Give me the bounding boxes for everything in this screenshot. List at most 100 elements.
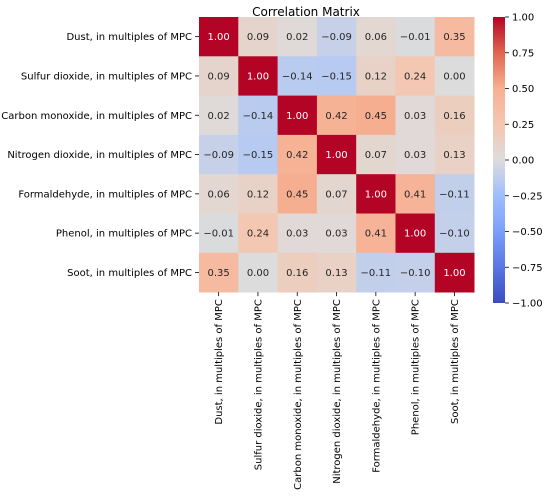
cell-value-label: 0.06 — [365, 32, 387, 43]
heatmap-cell — [356, 134, 396, 175]
heatmap-cell — [238, 56, 278, 96]
cell-value-label: −0.15 — [243, 150, 274, 161]
cell-value-label: 0.35 — [443, 32, 465, 43]
cell-value-label: 0.07 — [325, 189, 347, 200]
cell-value-label: 1.00 — [443, 268, 465, 279]
cell-value-label: 0.16 — [286, 268, 308, 279]
colorbar: 1.00 0.75 0.50 0.25 0.00 −0.25 −0.50 −0.75 −1.00 — [493, 13, 543, 310]
cell-value-label: 0.03 — [404, 150, 426, 161]
heatmap-cell — [199, 213, 239, 254]
heatmap-cell — [316, 17, 357, 57]
colorbar-tick-label: −0.75 — [512, 263, 543, 274]
cell-value-label: −0.14 — [243, 111, 274, 122]
heatmap-cell — [238, 174, 278, 214]
heatmap-cell — [434, 56, 475, 96]
heatmap-cell — [277, 134, 318, 175]
cell-value-label: 0.12 — [365, 71, 387, 82]
heatmap-cell — [199, 134, 239, 175]
cell-value-label: 0.03 — [404, 111, 426, 122]
heatmap-cell — [277, 252, 318, 293]
colorbar-tick-label: 0.50 — [512, 84, 534, 95]
colorbar-gradient — [493, 17, 505, 303]
cell-value-label: 1.00 — [247, 71, 269, 82]
heatmap-cell — [356, 252, 396, 293]
cell-value-label: −0.10 — [439, 229, 470, 240]
cell-value-label: 0.42 — [286, 150, 308, 161]
heatmap-cell — [199, 95, 239, 136]
heatmap-cell — [277, 95, 318, 136]
heatmap-cell — [238, 252, 278, 293]
y-tick-label: Phenol, in multiples of MPC — [56, 229, 192, 240]
colorbar-tick-label: −0.50 — [512, 227, 543, 238]
heatmap-cell — [434, 213, 475, 254]
heatmap-cell — [356, 213, 396, 254]
heatmap-cell — [434, 17, 475, 57]
cell-value-label: 0.09 — [208, 71, 230, 82]
heatmap-cell — [395, 56, 436, 96]
heatmap-cell — [395, 95, 436, 136]
cell-value-label: 0.02 — [286, 32, 308, 43]
heatmap-cell — [277, 174, 318, 214]
heatmap-cell — [277, 56, 318, 96]
heatmap-cell — [199, 174, 239, 214]
heatmap-cell — [356, 17, 396, 57]
colorbar-ticks: 1.00 0.75 0.50 0.25 0.00 −0.25 −0.50 −0.75 −1.00 — [505, 13, 543, 310]
colorbar-tick-label: 0.00 — [512, 156, 534, 167]
x-tick-label: Nitrogen dioxide, in multiples of MPC — [332, 299, 343, 484]
cell-value-label: −0.09 — [321, 32, 352, 43]
cell-value-label: 0.41 — [365, 229, 387, 240]
heatmap-cell — [395, 213, 436, 254]
cell-value-label: −0.11 — [439, 189, 470, 200]
heatmap-cell — [238, 213, 278, 254]
heatmap-cell — [434, 95, 475, 136]
cell-value-label: −0.01 — [400, 32, 431, 43]
x-tick-label: Phenol, in multiples of MPC — [411, 299, 422, 435]
cell-value-label: 1.00 — [404, 229, 426, 240]
y-tick-label: Soot, in multiples of MPC — [67, 268, 192, 279]
cell-value-label: −0.01 — [203, 229, 234, 240]
x-tick-label: Formaldehyde, in multiples of MPC — [371, 299, 382, 473]
heatmap-cell — [395, 252, 436, 293]
x-tick-label: Carbon monoxide, in multiples of MPC — [293, 299, 304, 490]
cell-value-label: 0.41 — [404, 189, 426, 200]
cell-value-label: 0.07 — [365, 150, 387, 161]
y-tick-label: Sulfur dioxide, in multiples of MPC — [21, 71, 192, 82]
heatmap-cell — [199, 17, 239, 57]
cell-value-label: 0.03 — [325, 229, 347, 240]
cell-value-label: 1.00 — [325, 150, 347, 161]
chart-title: Correlation Matrix — [252, 5, 360, 19]
heatmap-cell — [316, 174, 357, 214]
heatmap-cell — [434, 174, 475, 214]
heatmap-cell — [316, 134, 357, 175]
cell-value-label: 0.45 — [365, 111, 387, 122]
heatmap-cell — [199, 56, 239, 96]
heatmap-cell — [238, 17, 278, 57]
x-axis-labels: Dust, in multiples of MPC Sulfur dioxide,… — [214, 292, 461, 490]
heatmap-cell — [316, 213, 357, 254]
cell-value-label: 0.06 — [208, 189, 230, 200]
heatmap-cell — [356, 174, 396, 214]
cell-value-label: 0.35 — [208, 268, 230, 279]
heatmap-cell — [316, 252, 357, 293]
cell-value-label: 0.45 — [286, 189, 308, 200]
cell-value-label: −0.09 — [203, 150, 234, 161]
colorbar-tick-label: −1.00 — [512, 299, 543, 310]
colorbar-tick-label: 0.25 — [512, 120, 534, 131]
heatmap-cell — [238, 134, 278, 175]
cell-value-label: 1.00 — [365, 189, 387, 200]
heatmap-cell — [395, 134, 436, 175]
x-tick-label: Soot, in multiples of MPC — [450, 299, 461, 424]
y-tick-label: Formaldehyde, in multiples of MPC — [18, 189, 192, 200]
heatmap-cell — [356, 95, 396, 136]
heatmap-cell — [316, 56, 357, 96]
cell-value-label: 0.09 — [247, 32, 269, 43]
heatmap-cell — [434, 252, 475, 293]
heatmap-cell — [277, 17, 318, 57]
heatmap-cell — [395, 174, 436, 214]
cell-value-label: −0.14 — [282, 71, 313, 82]
y-tick-label: Dust, in multiples of MPC — [66, 32, 192, 43]
y-tick-label: Nitrogen dioxide, in multiples of MPC — [7, 150, 192, 161]
cell-value-label: 0.03 — [286, 229, 308, 240]
heatmap-cell — [316, 95, 357, 136]
cell-value-label: 0.42 — [325, 111, 347, 122]
